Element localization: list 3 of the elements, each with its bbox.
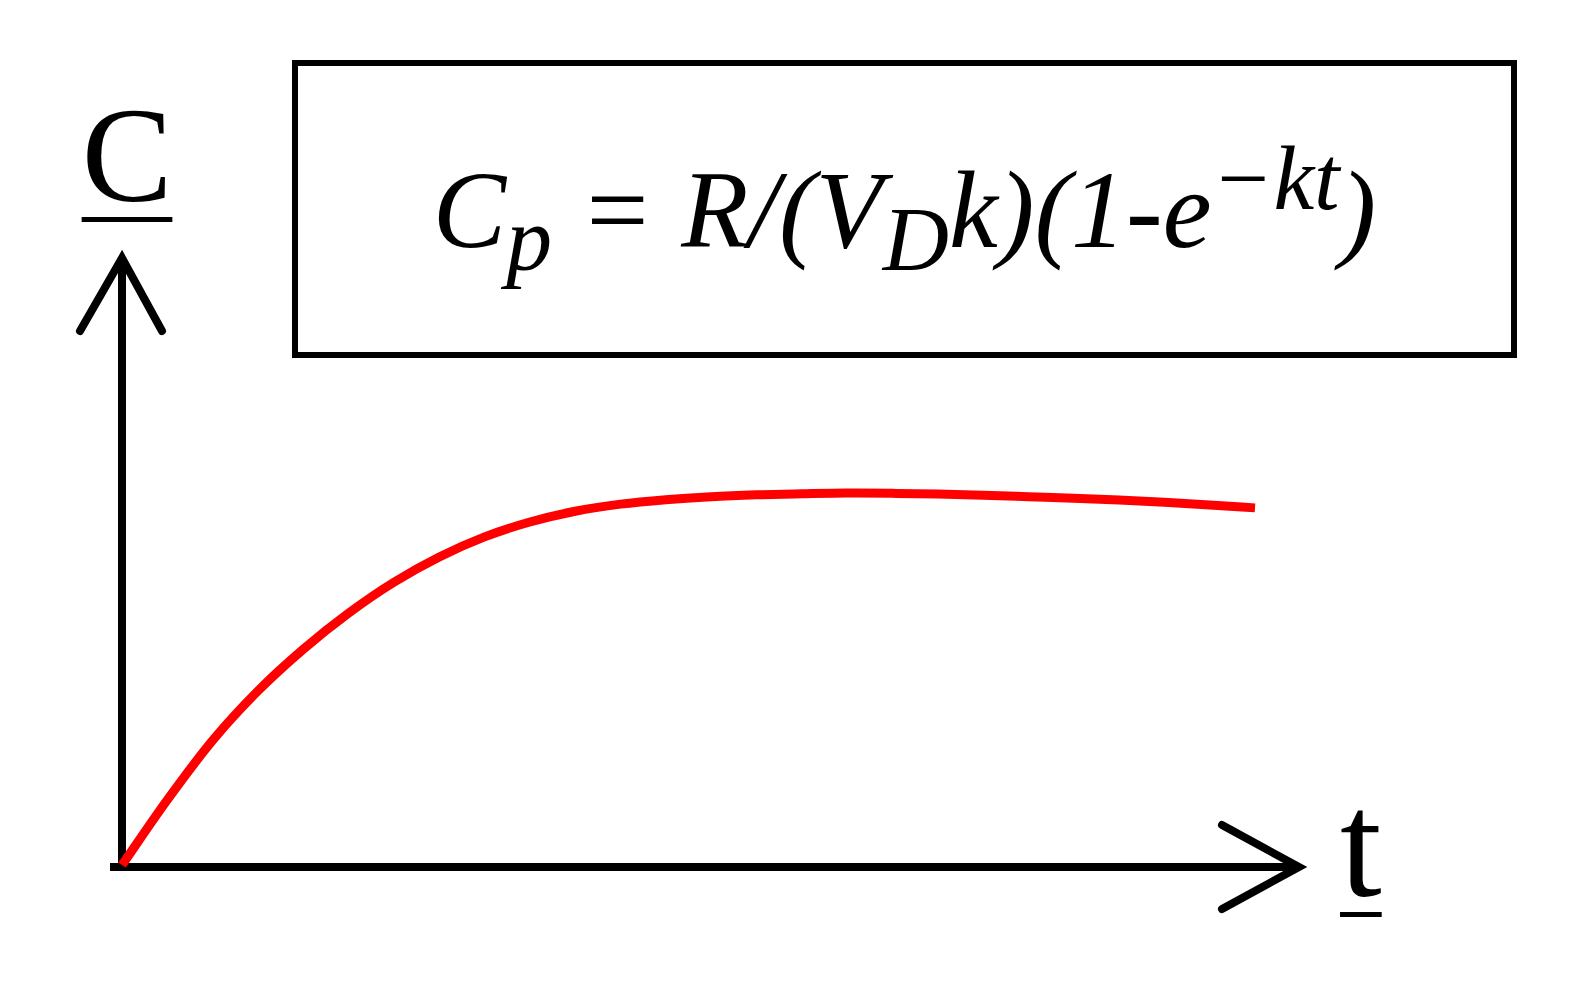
- x-axis-title: t: [1340, 762, 1382, 928]
- text: C$_{p}$ = R/(V$_{D}$k)(1-e$^{−kt}$): [432, 126, 1377, 290]
- y-axis-title: C: [80, 80, 174, 230]
